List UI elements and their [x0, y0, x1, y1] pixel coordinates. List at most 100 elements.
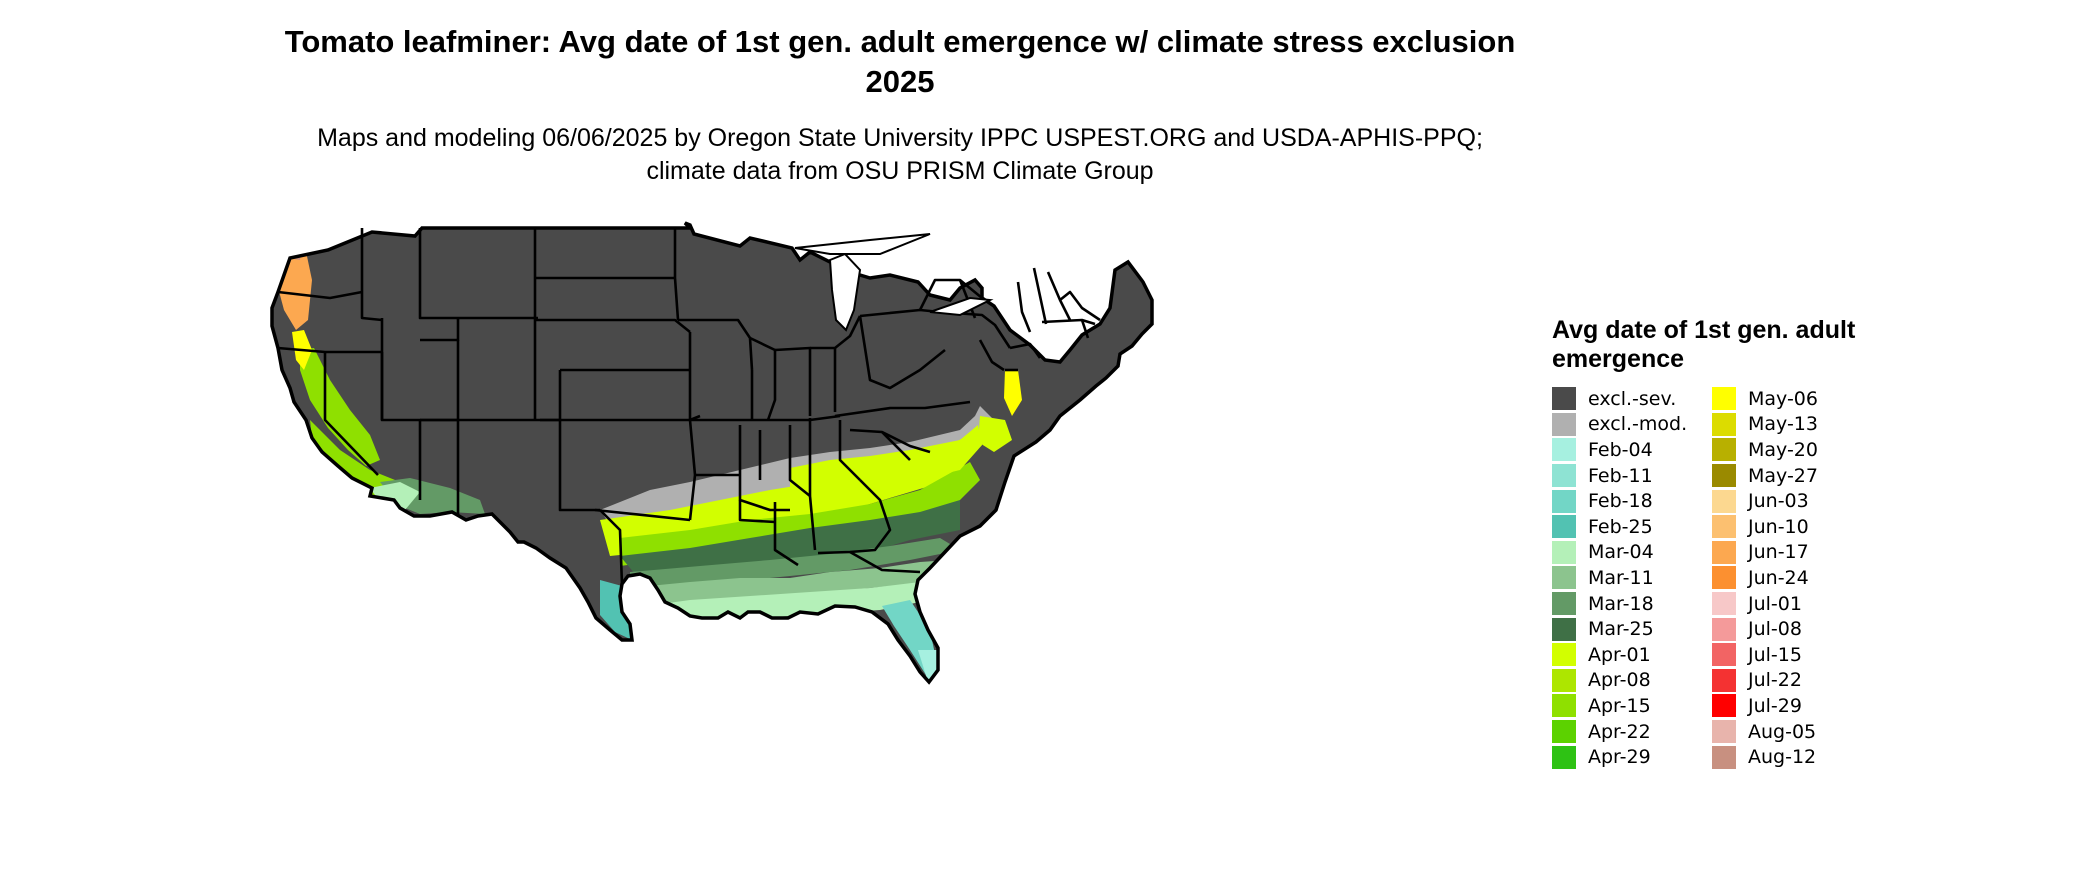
- legend-item: May-20: [1712, 437, 1818, 463]
- zone-may-06-delmarva: [1004, 370, 1022, 416]
- legend: Avg date of 1st gen. adult emergence exc…: [1552, 316, 1892, 769]
- legend-label: Aug-05: [1748, 720, 1817, 743]
- legend-label: Jul-22: [1748, 669, 1802, 692]
- legend-item: Jul-15: [1712, 642, 1818, 668]
- legend-swatch: [1552, 617, 1576, 641]
- map-subtitle: Maps and modeling 06/06/2025 by Oregon S…: [317, 124, 1483, 185]
- lake-michigan: [828, 252, 862, 332]
- zone-jul-08-pnw: [272, 223, 304, 260]
- legend-swatch: [1552, 464, 1576, 488]
- legend-swatch: [1552, 387, 1576, 411]
- legend-label: excl.-sev.: [1588, 387, 1677, 410]
- legend-label: Jun-10: [1748, 515, 1809, 538]
- legend-item: Feb-25: [1552, 514, 1687, 540]
- legend-label: Jul-01: [1748, 592, 1802, 615]
- zone-mar-04: [632, 582, 930, 626]
- legend-swatch: [1552, 540, 1576, 564]
- legend-item: May-13: [1712, 412, 1818, 438]
- lake-superior: [794, 233, 931, 255]
- legend-column: May-06 May-13 May-20 May-27 Jun-03 Jun-10 Jun-…: [1712, 386, 1818, 770]
- legend-label: Mar-11: [1588, 566, 1654, 589]
- legend-item: Jul-08: [1712, 616, 1818, 642]
- legend-swatch: [1712, 720, 1736, 744]
- legend-item: Mar-25: [1552, 616, 1687, 642]
- legend-item: Mar-11: [1552, 565, 1687, 591]
- legend-item: Mar-18: [1552, 591, 1687, 617]
- legend-swatch: [1552, 745, 1576, 769]
- legend-item: Jul-29: [1712, 693, 1818, 719]
- legend-swatch: [1712, 412, 1736, 436]
- legend-label: Mar-18: [1588, 592, 1654, 615]
- legend-item: Jun-17: [1712, 540, 1818, 566]
- legend-item: Apr-01: [1552, 642, 1687, 668]
- legend-item: Jul-22: [1712, 668, 1818, 694]
- legend-item: Jul-01: [1712, 591, 1818, 617]
- legend-item: May-27: [1712, 463, 1818, 489]
- legend-label: Mar-25: [1588, 618, 1654, 641]
- legend-label: May-20: [1748, 438, 1818, 461]
- great-lakes: [794, 233, 994, 332]
- legend-swatch: [1712, 592, 1736, 616]
- legend-swatch: [1712, 617, 1736, 641]
- legend-item: Apr-15: [1552, 693, 1687, 719]
- legend-swatch: [1552, 694, 1576, 718]
- lake-erie: [929, 296, 994, 317]
- legend-swatch: [1712, 643, 1736, 667]
- legend-item: Mar-04: [1552, 540, 1687, 566]
- legend-label: May-06: [1748, 387, 1818, 410]
- legend-swatch: [1712, 745, 1736, 769]
- us-emergence-map: [270, 221, 1154, 684]
- legend-label: May-13: [1748, 413, 1818, 436]
- zone-apr-01: [600, 432, 982, 556]
- legend-label: Feb-04: [1588, 438, 1653, 461]
- legend-swatch: [1552, 566, 1576, 590]
- legend-item: Feb-18: [1552, 488, 1687, 514]
- legend-swatch: [1552, 412, 1576, 436]
- legend-label: Jul-08: [1748, 618, 1802, 641]
- legend-item: Apr-22: [1552, 719, 1687, 745]
- legend-swatch: [1552, 489, 1576, 513]
- legend-swatch: [1712, 489, 1736, 513]
- legend-item: Feb-11: [1552, 463, 1687, 489]
- legend-label: Apr-01: [1588, 643, 1651, 666]
- state-boundaries: [277, 228, 1101, 586]
- legend-swatch: [1552, 668, 1576, 692]
- legend-swatch: [1552, 515, 1576, 539]
- legend-item: May-06: [1712, 386, 1818, 412]
- zone-feb-25-texas: [600, 580, 632, 640]
- legend-label: Jul-29: [1748, 694, 1802, 717]
- legend-swatch: [1552, 720, 1576, 744]
- legend-title: Avg date of 1st gen. adult emergence: [1552, 316, 1856, 373]
- legend-label: Jun-24: [1748, 566, 1809, 589]
- legend-label: Feb-18: [1588, 490, 1653, 513]
- legend-swatch: [1712, 515, 1736, 539]
- legend-item: excl.-sev.: [1552, 386, 1687, 412]
- legend-item: Feb-04: [1552, 437, 1687, 463]
- legend-label: Jun-17: [1748, 541, 1809, 564]
- zone-apr-01-nc-coast: [978, 416, 1012, 452]
- legend-label: Feb-25: [1588, 515, 1653, 538]
- legend-swatch: [1712, 668, 1736, 692]
- zone-mar-25: [620, 500, 960, 580]
- legend-swatch: [1552, 592, 1576, 616]
- legend-label: Apr-15: [1588, 694, 1651, 717]
- legend-swatch: [1712, 540, 1736, 564]
- legend-item: Apr-08: [1552, 668, 1687, 694]
- legend-item: Jun-10: [1712, 514, 1818, 540]
- legend-item: excl.-mod.: [1552, 412, 1687, 438]
- legend-label: May-27: [1748, 464, 1818, 487]
- legend-swatch: [1712, 566, 1736, 590]
- legend-label: Aug-12: [1748, 746, 1817, 769]
- legend-label: Feb-11: [1588, 464, 1653, 487]
- legend-label: Apr-29: [1588, 746, 1651, 769]
- legend-column: excl.-sev. excl.-mod. Feb-04 Feb-11 Feb-18 Fe…: [1552, 386, 1687, 770]
- zone-mar-04-arizona: [370, 482, 420, 510]
- legend-swatch: [1552, 438, 1576, 462]
- map-title: Tomato leafminer: Avg date of 1st gen. a…: [284, 24, 1516, 99]
- legend-label: Mar-04: [1588, 541, 1654, 564]
- legend-label: excl.-mod.: [1588, 413, 1688, 436]
- legend-swatch: [1712, 464, 1736, 488]
- legend-label: Jun-03: [1748, 490, 1809, 513]
- legend-swatch: [1552, 643, 1576, 667]
- legend-item: Apr-29: [1552, 744, 1687, 770]
